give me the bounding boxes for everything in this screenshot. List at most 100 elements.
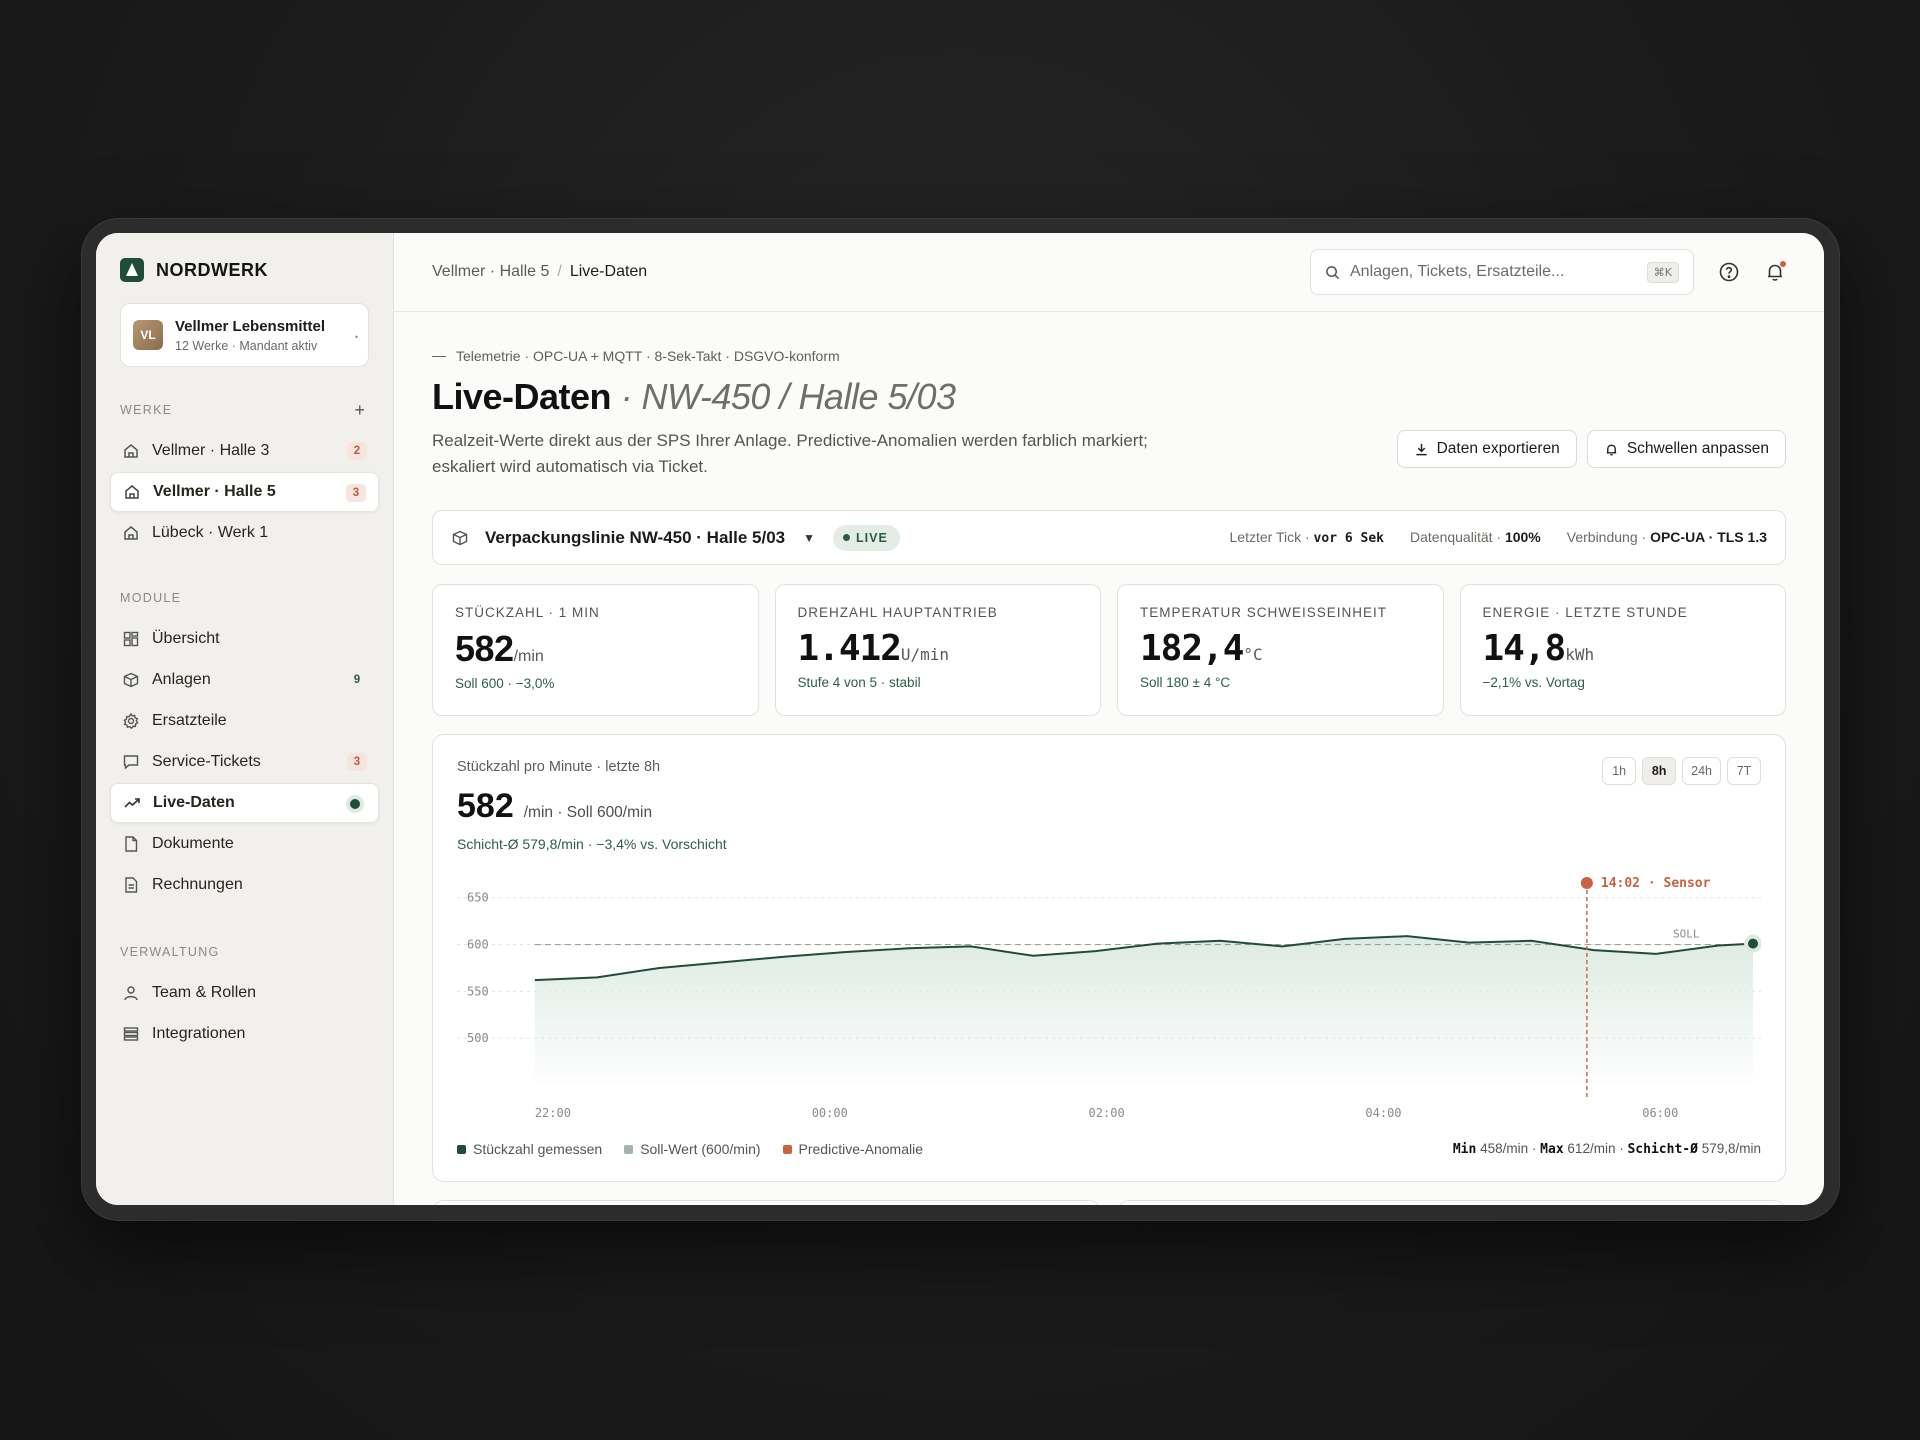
nordwerk-logo-icon: [120, 258, 144, 282]
stat-min: 458/min: [1480, 1141, 1529, 1156]
series-line: [534, 935, 1754, 982]
sidebar-item-uebersicht[interactable]: Übersicht: [110, 619, 379, 659]
kpi-row: STÜCKZAHL · 1 MIN 582/min Soll 600 · −3,…: [432, 584, 1786, 716]
time-range-selector: 1h 8h 24h 7T: [1602, 757, 1761, 785]
kpi-unit: U/min: [900, 645, 950, 664]
chart-title: Stückzahl pro Minute · letzte 8h: [457, 759, 661, 775]
werke-section-label: WERKE +: [120, 400, 379, 420]
lower-card-left: [432, 1200, 1101, 1205]
search-input[interactable]: Anlagen, Tickets, Ersatzteile... ⌘K: [1310, 249, 1694, 295]
range-7t[interactable]: 7T: [1727, 757, 1761, 785]
kpi-unit: kWh: [1565, 645, 1595, 664]
trend-icon: [123, 794, 141, 812]
bell-icon[interactable]: [1764, 261, 1786, 283]
y-tick-label: 600: [467, 938, 489, 952]
legend-item-measured: Stückzahl gemessen: [457, 1141, 602, 1157]
add-werk-button[interactable]: +: [354, 400, 365, 420]
chart-current-value: 582/min · Soll 600/min: [457, 787, 1761, 826]
sidebar-item-dokumente[interactable]: Dokumente: [110, 824, 379, 864]
range-24h[interactable]: 24h: [1682, 757, 1721, 785]
chat-icon: [122, 753, 140, 771]
kpi-label: STÜCKZAHL · 1 MIN: [455, 605, 600, 620]
breadcrumb: Vellmer · Halle 5 / Live-Daten: [432, 263, 647, 281]
sidebar-item-rechnungen[interactable]: Rechnungen: [110, 865, 379, 905]
sidebar-item-label: Ersatzteile: [152, 712, 227, 729]
brand: NORDWERK: [110, 255, 379, 285]
kpi-value: 14,8kWh: [1483, 628, 1764, 669]
data-quality-label: Datenqualität ·: [1410, 529, 1502, 545]
kpi-label: DREHZAHL HAUPTANTRIEB: [797, 605, 998, 620]
live-label: LIVE: [856, 530, 888, 545]
stat-avg: 579,8/min: [1701, 1141, 1761, 1156]
kpi-label: ENERGIE · LETZTE STUNDE: [1482, 605, 1688, 620]
kpi-number: 182,4: [1140, 628, 1244, 669]
sidebar-item-service-tickets[interactable]: Service-Tickets 3: [110, 742, 379, 782]
topbar: Vellmer · Halle 5 / Live-Daten Anlagen, …: [394, 233, 1824, 312]
document-icon: [122, 835, 140, 853]
breadcrumb-current: Live-Daten: [569, 263, 648, 280]
box-icon: [122, 671, 140, 689]
sidebar-item-vellmer-halle-5[interactable]: Vellmer · Halle 5 3: [110, 472, 379, 512]
sidebar-item-team-rollen[interactable]: Team & Rollen: [110, 973, 379, 1013]
export-button[interactable]: Daten exportieren: [1396, 430, 1577, 468]
main-content: Vellmer · Halle 5 / Live-Daten Anlagen, …: [394, 233, 1824, 1205]
sidebar-item-label: Vellmer · Halle 3: [152, 442, 270, 459]
adjust-thresholds-button[interactable]: Schwellen anpassen: [1586, 430, 1786, 468]
count-badge: 9: [353, 674, 361, 686]
throughput-chart-card: Stückzahl pro Minute · letzte 8h 582/min…: [432, 734, 1786, 1182]
kpi-number: 14,8: [1482, 628, 1567, 669]
sidebar-item-vellmer-halle-3[interactable]: Vellmer · Halle 3 2: [110, 431, 379, 471]
thresholds-label: Schwellen anpassen: [1626, 440, 1769, 457]
page-body: Telemetrie · OPC-UA + MQTT · 8-Sek-Takt …: [394, 312, 1824, 1205]
tenant-avatar: VL: [133, 320, 163, 350]
help-icon[interactable]: [1718, 261, 1740, 283]
sidebar-item-label: Dokumente: [152, 835, 234, 852]
breadcrumb-parent[interactable]: Vellmer · Halle 5: [432, 263, 550, 280]
export-label: Daten exportieren: [1436, 440, 1560, 457]
chevron-down-icon[interactable]: ▼: [803, 530, 816, 545]
tenant-subtitle: 12 Werke · Mandant aktiv: [175, 338, 318, 353]
sidebar-item-integrationen[interactable]: Integrationen: [110, 1014, 379, 1054]
sidebar-item-label: Rechnungen: [152, 876, 243, 893]
sidebar-item-label: Team & Rollen: [152, 984, 257, 1001]
stat-separator: ·: [1531, 1141, 1537, 1156]
throughput-area-chart: 650 600 550 500 22:00 00:00 02:00 04:00 06:00 SOL…: [457, 876, 1761, 1120]
sidebar: NORDWERK VL Vellmer Lebensmittel 12 Werk…: [96, 233, 394, 1205]
target-label: SOLL: [1673, 928, 1700, 941]
sidebar-item-ersatzteile[interactable]: Ersatzteile: [110, 701, 379, 741]
count-badge: 3: [347, 753, 367, 771]
legend-label: Stückzahl gemessen: [473, 1141, 603, 1157]
box-icon: [452, 530, 468, 545]
connection-label: Verbindung ·: [1566, 529, 1647, 545]
connection-meta: Letzter Tick · vor 6 Sek Datenqualität ·…: [1230, 529, 1767, 546]
building-icon: [122, 442, 140, 460]
connection-value: OPC-UA · TLS 1.3: [1650, 529, 1767, 545]
legend-label: Soll-Wert (600/min): [640, 1141, 761, 1157]
data-quality: Datenqualität · 100%: [1410, 529, 1541, 546]
x-tick-label: 06:00: [1642, 1106, 1678, 1120]
kpi-label: TEMPERATUR SCHWEISSEINHEIT: [1140, 605, 1388, 620]
kpi-value: 582/min: [455, 628, 736, 670]
list-icon: [122, 1025, 140, 1043]
range-1h[interactable]: 1h: [1602, 757, 1637, 785]
y-tick-label: 550: [467, 984, 489, 998]
tenant-switcher[interactable]: VL Vellmer Lebensmittel 12 Werke · Manda…: [120, 303, 369, 367]
sidebar-item-luebeck-werk-1[interactable]: Lübeck · Werk 1: [110, 513, 379, 553]
grid-icon: [122, 630, 140, 648]
kpi-unit: /min: [513, 648, 544, 665]
sidebar-item-anlagen[interactable]: Anlagen 9: [110, 660, 379, 700]
stat-separator: ·: [1619, 1141, 1624, 1156]
kpi-card-drehzahl: DREHZAHL HAUPTANTRIEB 1.412U/min Stufe 4…: [774, 584, 1101, 716]
y-tick-label: 500: [467, 1031, 489, 1045]
line-select[interactable]: Verpackungslinie NW-450 · Halle 5/03: [485, 527, 786, 547]
sidebar-item-live-daten[interactable]: Live-Daten: [110, 783, 379, 823]
range-8h[interactable]: 8h: [1642, 757, 1677, 785]
werke-label: WERKE: [120, 403, 173, 417]
header-actions: Daten exportieren Schwellen anpassen: [1396, 430, 1786, 468]
line-selector-bar: Verpackungslinie NW-450 · Halle 5/03 ▼ L…: [432, 510, 1786, 565]
notification-dot: [1780, 261, 1786, 267]
live-badge: LIVE: [833, 524, 900, 551]
chart-stats: Min 458/min · Max 612/min · Schicht-Ø 57…: [1453, 1141, 1761, 1157]
count-badge: 3: [346, 484, 366, 502]
module-section-label: MODULE: [120, 591, 182, 605]
